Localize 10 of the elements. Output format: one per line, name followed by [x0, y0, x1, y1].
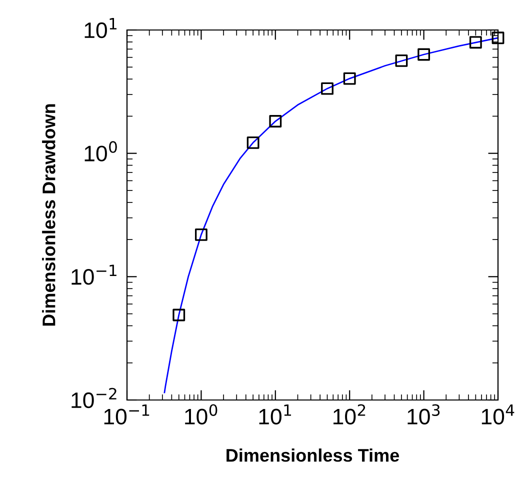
y-tick-label: 10$^{1}$ — [84, 18, 116, 38]
x-tick-label: 10$^{4}$ — [482, 404, 514, 425]
x-tick-label: 10$^{1}$ — [259, 404, 292, 425]
x-tick-label: 10$^{3}$ — [408, 404, 440, 424]
x-tick-label: 10$^{0}$ — [185, 404, 218, 424]
x-axis-title: Dimensionless Time — [226, 448, 400, 462]
y-tick-label: 10$^{0}$ — [84, 141, 117, 162]
y-axis-title: Dimensionless Drawdown — [42, 104, 56, 326]
y-tick-label: 10$^{−1}$ — [72, 264, 116, 285]
x-tick-label: 10$^{2}$ — [334, 404, 366, 424]
